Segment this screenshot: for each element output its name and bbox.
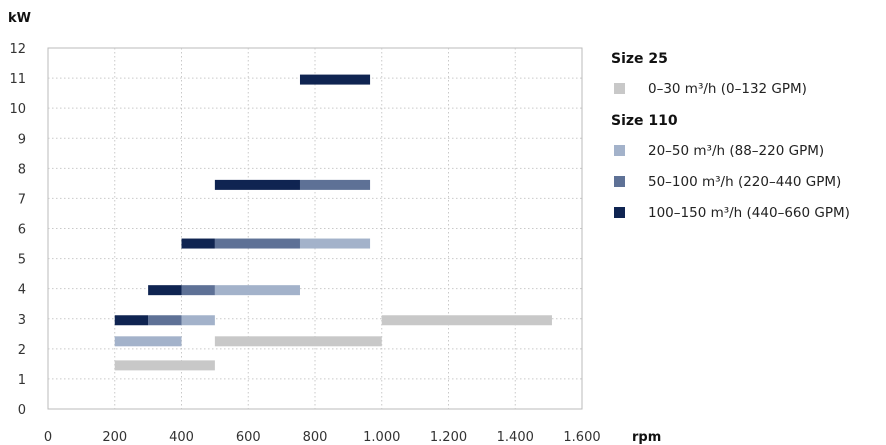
bar-segment-s25 (214, 336, 382, 347)
y-tick-label: 2 (18, 343, 26, 358)
legend-swatch (614, 176, 625, 187)
x-tick-label: 200 (102, 430, 127, 445)
legend: Size 25 0–30 m³/h (0–132 GPM) Size 110 20–5… (611, 51, 850, 221)
legend-swatch (614, 145, 625, 156)
bar-segment-s110b (299, 179, 371, 190)
bar-segment-s110c (299, 74, 371, 85)
x-tick-label: 1.600 (563, 430, 600, 445)
y-tick-label: 12 (9, 42, 26, 57)
bar-segment-s110a (181, 315, 215, 326)
y-axis-label: kW (8, 11, 31, 26)
bar-segment-s110c (214, 179, 300, 190)
bar-segment-s25 (114, 360, 215, 371)
bar-segment-s110b (214, 238, 300, 249)
x-tick-label: 800 (303, 430, 328, 445)
x-tick-label: 1.400 (497, 430, 534, 445)
x-tick-label: 1.200 (430, 430, 467, 445)
bars (114, 74, 552, 371)
y-tick-label: 5 (18, 253, 26, 268)
legend-label: 20–50 m³/h (88–220 GPM) (648, 143, 824, 159)
y-tick-label: 7 (18, 192, 26, 207)
legend-swatch (614, 83, 625, 94)
legend-label: 100–150 m³/h (440–660 GPM) (648, 205, 850, 221)
bar-segment-s110c (114, 315, 149, 326)
legend-label: 50–100 m³/h (220–440 GPM) (648, 174, 841, 190)
y-tick-label: 8 (18, 162, 26, 177)
y-tick-label: 3 (18, 313, 26, 328)
y-tick-label: 11 (9, 72, 26, 87)
bar-segment-s110b (148, 315, 182, 326)
x-axis-ticks: 0 200 400 600 800 1.000 1.200 1.400 1.600 (44, 430, 601, 445)
y-tick-label: 10 (9, 102, 26, 117)
bar-segment-s25 (381, 315, 552, 326)
bar-segment-s110a (114, 336, 182, 347)
x-tick-label: 0 (44, 430, 52, 445)
legend-label: 0–30 m³/h (0–132 GPM) (648, 81, 807, 97)
x-tick-label: 1.000 (363, 430, 400, 445)
y-tick-label: 6 (18, 223, 26, 238)
bar-segment-s110a (299, 238, 371, 249)
legend-group-title: Size 110 (611, 113, 678, 129)
bar-segment-s110c (181, 238, 215, 249)
y-tick-label: 4 (18, 283, 26, 298)
y-tick-label: 1 (18, 373, 26, 388)
y-tick-label: 0 (18, 403, 26, 418)
y-tick-label: 9 (18, 132, 26, 147)
bar-segment-s110c (148, 285, 182, 296)
legend-swatch (614, 207, 625, 218)
bar-segment-s110b (181, 285, 215, 296)
legend-group-title: Size 25 (611, 51, 668, 67)
x-axis-label: rpm (632, 430, 661, 445)
x-tick-label: 400 (169, 430, 194, 445)
bar-segment-s110a (214, 285, 300, 296)
x-tick-label: 600 (236, 430, 261, 445)
